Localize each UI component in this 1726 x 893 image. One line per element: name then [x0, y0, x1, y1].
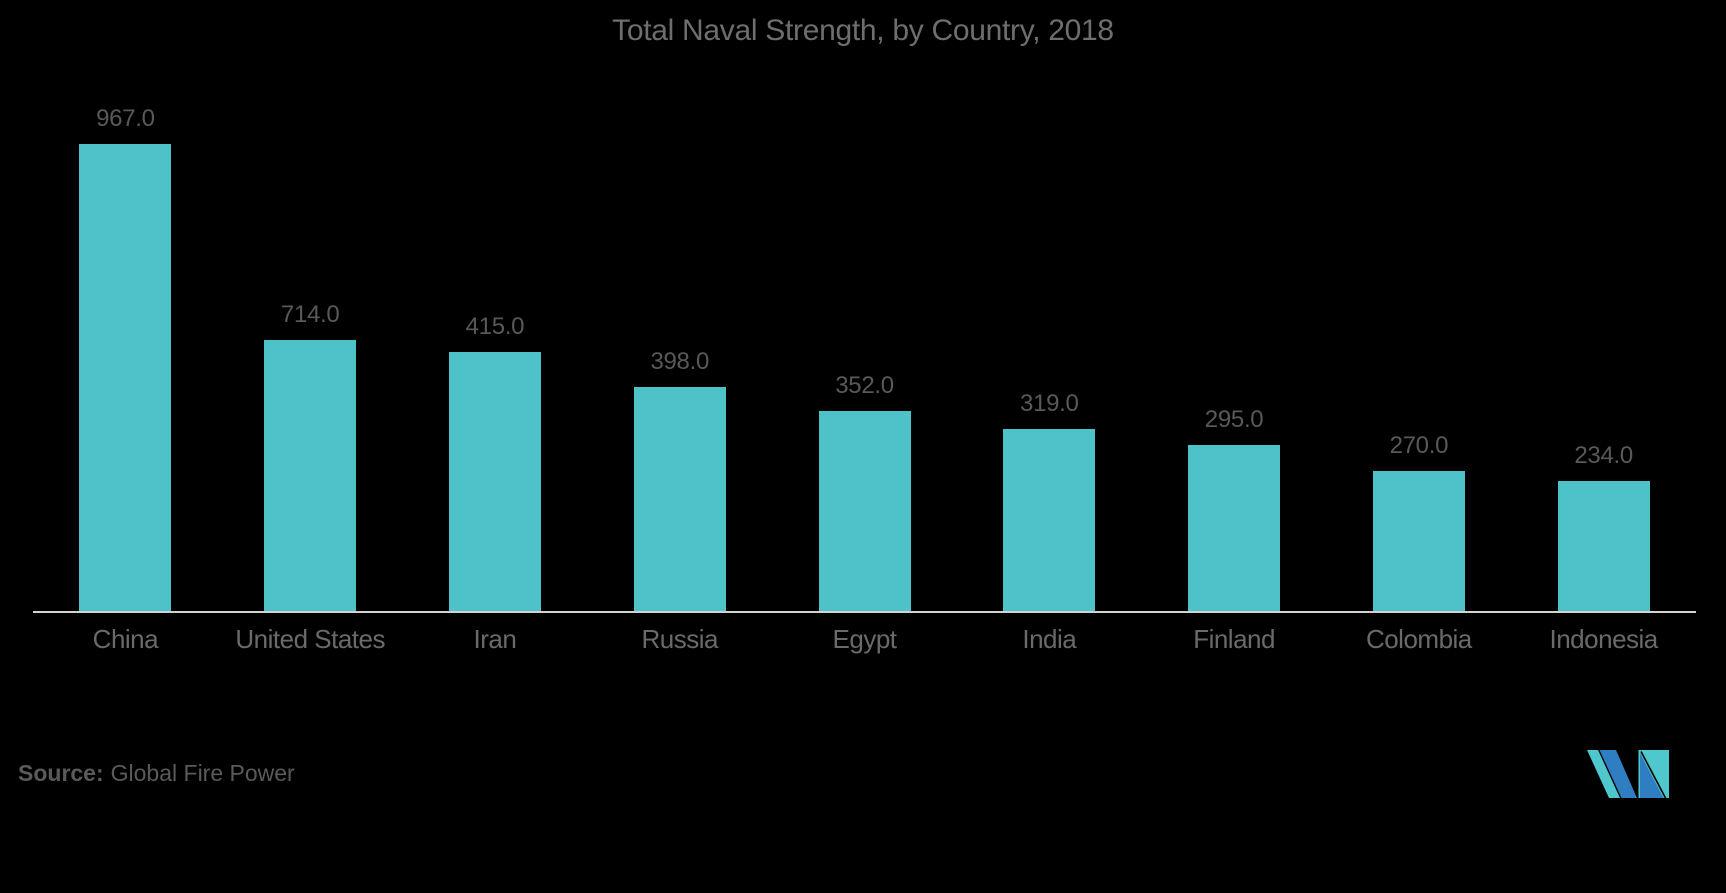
bar-column: 234.0	[1511, 0, 1696, 611]
category-label: United States	[235, 624, 385, 654]
bar-value-label: 415.0	[465, 313, 525, 340]
category-label: Egypt	[832, 624, 897, 654]
source-value: Global Fire Power	[110, 760, 295, 786]
bar-value-label: 398.0	[650, 348, 710, 375]
category-label: Iran	[473, 624, 517, 654]
bar-value-label: 295.0	[1204, 406, 1264, 433]
bar-column: 714.0	[218, 0, 403, 611]
bar-value-label: 967.0	[96, 105, 155, 132]
category-label: China	[92, 624, 159, 654]
logo-seam-line	[1640, 751, 1667, 798]
bar-column: 270.0	[1326, 0, 1511, 611]
bar-column: 352.0	[772, 0, 957, 611]
bar-value-label: 234.0	[1574, 442, 1633, 469]
bar-column: 415.0	[403, 0, 588, 611]
bar-column: 967.0	[33, 0, 218, 611]
mordor-intelligence-logo	[1587, 750, 1669, 798]
bar-column: 295.0	[1142, 0, 1327, 611]
bar	[448, 352, 541, 611]
logo-left-teal-shape	[1587, 750, 1620, 798]
plot-area: 967.0 714.0 415.0 398.0 352.0 319.0 295.…	[33, 0, 1696, 611]
bar	[1188, 445, 1281, 611]
category-label: India	[1022, 624, 1077, 654]
bar-value-label: 714.0	[280, 301, 340, 328]
bar-value-label: 270.0	[1389, 432, 1449, 459]
logo-left-blue-shape	[1599, 750, 1637, 798]
bar-column: 398.0	[587, 0, 772, 611]
bar	[79, 144, 172, 611]
bar	[633, 387, 726, 611]
x-axis-line	[33, 611, 1696, 613]
bar-value-label: 319.0	[1020, 390, 1079, 417]
category-label: Finland	[1193, 624, 1275, 654]
source-label: Source:	[18, 760, 104, 786]
bar-column: 319.0	[957, 0, 1142, 611]
bar	[1557, 481, 1650, 611]
bar	[818, 411, 911, 611]
bar-value-label: 352.0	[835, 372, 894, 399]
source-note: Source: Global Fire Power	[18, 760, 295, 787]
bar	[1003, 429, 1096, 611]
bar	[264, 340, 357, 611]
category-label: Russia	[641, 624, 718, 654]
category-label: Colombia	[1365, 624, 1472, 654]
category-axis: China United States Iran Russia Egypt In…	[33, 624, 1696, 655]
bar	[1372, 471, 1465, 611]
logo-right-blue-shape	[1640, 753, 1664, 798]
chart-title: Total Naval Strength, by Country, 2018	[612, 14, 1114, 47]
category-label: Indonesia	[1549, 624, 1659, 654]
